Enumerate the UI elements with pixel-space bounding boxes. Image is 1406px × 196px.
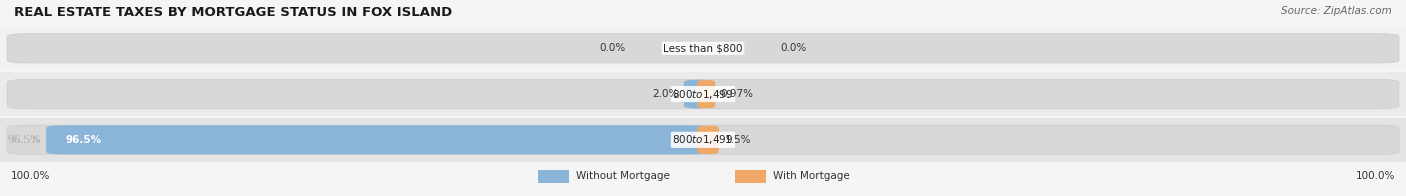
Text: 0.97%: 0.97% (721, 89, 754, 99)
FancyBboxPatch shape (7, 79, 1399, 109)
Text: 0.0%: 0.0% (599, 43, 626, 53)
FancyBboxPatch shape (46, 125, 709, 154)
Text: 2.0%: 2.0% (652, 89, 678, 99)
FancyBboxPatch shape (683, 80, 709, 109)
FancyBboxPatch shape (7, 34, 1399, 63)
Bar (0, 118, 1406, 162)
FancyBboxPatch shape (7, 125, 1399, 154)
Text: $800 to $1,499: $800 to $1,499 (672, 133, 734, 146)
Text: Without Mortgage: Without Mortgage (576, 171, 671, 181)
Text: Source: ZipAtlas.com: Source: ZipAtlas.com (1281, 6, 1392, 16)
Text: 1.5%: 1.5% (724, 135, 751, 145)
Text: REAL ESTATE TAXES BY MORTGAGE STATUS IN FOX ISLAND: REAL ESTATE TAXES BY MORTGAGE STATUS IN … (14, 6, 453, 19)
Text: 96.5%: 96.5% (7, 135, 41, 145)
Text: 96.5%: 96.5% (7, 135, 41, 145)
FancyBboxPatch shape (697, 80, 716, 109)
FancyBboxPatch shape (538, 170, 569, 183)
FancyBboxPatch shape (735, 170, 766, 183)
Text: With Mortgage: With Mortgage (773, 171, 851, 181)
Bar (0, 72, 1406, 116)
Text: 0.0%: 0.0% (780, 43, 807, 53)
Bar (0, 26, 1406, 70)
FancyBboxPatch shape (697, 125, 718, 154)
Text: 100.0%: 100.0% (1355, 171, 1395, 181)
Text: 96.5%: 96.5% (66, 135, 101, 145)
Text: 100.0%: 100.0% (11, 171, 51, 181)
Text: Less than $800: Less than $800 (664, 43, 742, 53)
Text: $800 to $1,499: $800 to $1,499 (672, 88, 734, 101)
